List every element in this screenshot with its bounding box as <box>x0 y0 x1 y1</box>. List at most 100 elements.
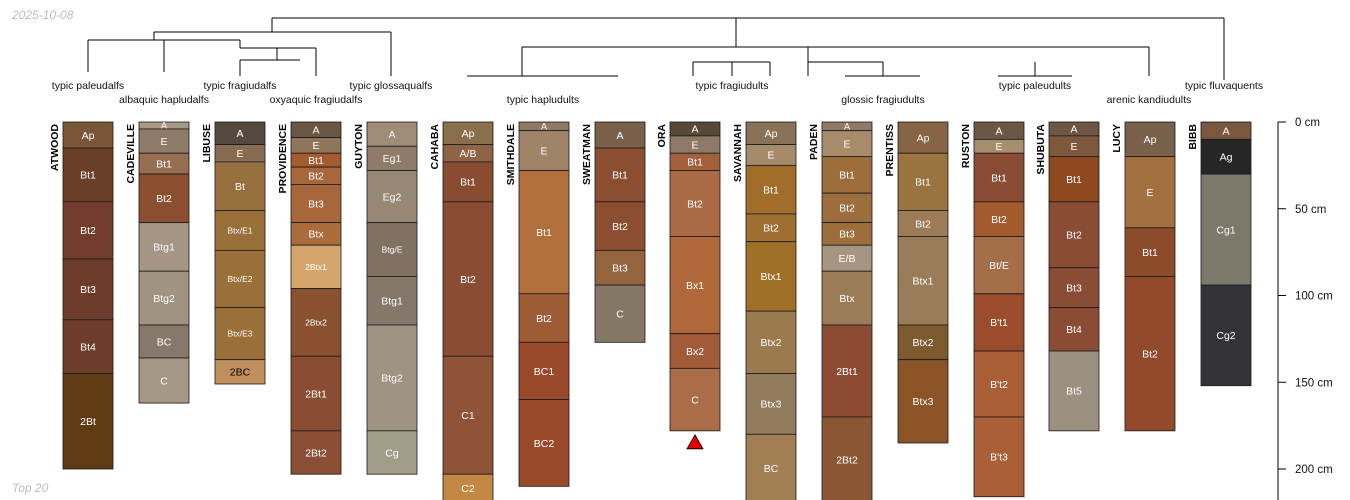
horizon-shubuta-6 <box>1048 350 1100 432</box>
horizon-sweatman-4 <box>594 284 646 343</box>
horizon-label: Eg2 <box>383 191 402 203</box>
horizon-label: Bt1 <box>536 227 552 239</box>
horizon-cahaba-5 <box>442 473 494 500</box>
taxon-label: albaquic hapludalfs <box>119 94 209 106</box>
horizon-label: Ag <box>1220 151 1233 163</box>
horizon-atwood-5 <box>62 373 114 470</box>
horizon-libuse-5 <box>214 307 266 361</box>
horizon-label: Bx1 <box>686 280 704 292</box>
axis-tick-label: 0 cm <box>1295 117 1320 129</box>
horizon-smithdale-5 <box>518 399 570 487</box>
horizon-savannah-5 <box>745 310 797 374</box>
profile-name: ATWOOD <box>49 124 61 171</box>
horizon-label: A <box>1222 125 1229 137</box>
profile-name: SHUBUTA <box>1035 124 1047 175</box>
profile-name: LUCY <box>1111 124 1123 153</box>
horizon-paden-6 <box>821 270 873 326</box>
profile-name: CADEVILLE <box>125 124 137 184</box>
horizon-label: Bt1 <box>460 177 476 189</box>
profile-name: SAVANNAH <box>732 124 744 182</box>
horizon-label: Bt1 <box>156 158 172 170</box>
horizon-label: Bt1 <box>763 184 779 196</box>
horizon-label: Bt5 <box>1066 386 1082 398</box>
profile-guyton: A Eg1 Eg2 Btg/E Btg1 Btg2 Cg GUYTON <box>353 121 418 475</box>
horizon-label: C1 <box>461 410 475 422</box>
profile-name: BIBB <box>1187 124 1199 150</box>
horizon-cadeville-1 <box>138 128 190 154</box>
horizon-paden-7 <box>821 324 873 418</box>
horizon-sweatman-3 <box>594 249 646 286</box>
profile-name: RUSTON <box>960 124 972 168</box>
taxon-label: typic glossaqualfs <box>350 80 433 92</box>
horizon-label: A <box>236 128 243 140</box>
horizon-libuse-6 <box>214 359 266 385</box>
horizon-prentiss-3 <box>897 236 949 326</box>
horizon-sweatman-0 <box>594 121 646 149</box>
horizon-label: Btx/E3 <box>227 329 252 339</box>
profile-name: PROVIDENCE <box>277 124 289 193</box>
profile-savannah: Ap E Bt1 Bt2 Btx1 Btx2 Btx3 BC SAVANNAH <box>732 121 797 500</box>
profile-ruston: AE Bt1 Bt2 Bt/E B't1 B't2 B't3 RUSTON <box>960 121 1025 498</box>
profile-bibb: A Ag Cg1 Cg2 BIBB <box>1187 121 1252 387</box>
profile-cadeville: AE Bt1 Bt2 Btg1 Btg2 BC C CADEVILLE <box>125 121 190 404</box>
horizon-label: Eg1 <box>383 153 402 165</box>
horizon-label: Bt1 <box>839 170 855 182</box>
horizon-label: Ap <box>917 132 930 144</box>
profile-name: SWEATMAN <box>581 124 593 185</box>
taxon-label: typic hapludults <box>507 94 579 106</box>
horizon-ruston-5 <box>973 293 1025 352</box>
profile-ora: AE Bt1 Bt2 Bx1 Bx2 C ORA <box>656 121 721 450</box>
horizon-ora-4 <box>669 236 721 335</box>
taxon-label: oxyaquic fragiudalfs <box>270 94 363 106</box>
horizon-label: Bt2 <box>1142 348 1158 360</box>
horizon-label: Btg1 <box>153 242 175 254</box>
horizon-ora-3 <box>669 170 721 237</box>
horizon-label: 2Btx1 <box>305 262 327 272</box>
horizon-label: Bt2 <box>612 221 628 233</box>
horizon-shubuta-5 <box>1048 307 1100 352</box>
horizon-label: A <box>691 124 698 136</box>
profile-paden: AE Bt1 Bt2 Bt3 E/B Btx 2Bt1 2Bt2 PADEN <box>808 122 873 500</box>
horizon-label: Bt2 <box>991 214 1007 226</box>
horizon-label: Btx3 <box>912 396 933 408</box>
horizon-label: E <box>160 136 167 148</box>
horizon-smithdale-2 <box>518 170 570 295</box>
horizon-lucy-2 <box>1124 227 1176 277</box>
horizon-savannah-3 <box>745 213 797 243</box>
horizon-label: Bt2 <box>80 225 96 237</box>
profile-libuse: AE Bt Btx/E1 Btx/E2 Btx/E3 2BC LIBUSE <box>201 121 266 385</box>
horizon-label: Btx/E1 <box>227 225 252 235</box>
horizon-bibb-3 <box>1200 284 1252 387</box>
horizon-label: Bt1 <box>915 177 931 189</box>
horizon-libuse-2 <box>214 161 266 211</box>
horizon-label: Btx <box>839 293 855 305</box>
taxa-labels: typic paleudalfs albaquic hapludalfs typic… <box>52 80 1263 106</box>
horizon-bibb-2 <box>1200 173 1252 286</box>
profile-shubuta: AE Bt1 Bt2 Bt3 Bt4 Bt5 SHUBUTA <box>1035 121 1100 432</box>
horizon-ora-5 <box>669 333 721 369</box>
horizon-label: Bt4 <box>80 341 96 353</box>
horizon-savannah-7 <box>745 433 797 500</box>
horizon-label: A <box>388 129 395 141</box>
horizon-sweatman-2 <box>594 201 646 251</box>
horizon-label: 2Bt <box>80 416 96 428</box>
profile-atwood: Ap Bt1 Bt2 Bt3 Bt4 2Bt ATWOOD <box>49 121 114 470</box>
horizon-label: 2Bt1 <box>836 366 858 378</box>
horizon-label: Btg2 <box>381 373 403 385</box>
horizon-label: Btx3 <box>760 399 781 411</box>
horizon-label: Bt3 <box>1066 282 1082 294</box>
horizon-guyton-4 <box>366 276 418 326</box>
horizon-label: Ap <box>82 130 95 142</box>
horizon-label: Bt1 <box>687 157 703 169</box>
horizon-lucy-0 <box>1124 121 1176 158</box>
horizon-label: Bt2 <box>839 203 855 215</box>
horizon-cadeville-4 <box>138 222 190 272</box>
horizon-label: Bt/E <box>989 260 1009 272</box>
horizon-label: E <box>843 138 850 150</box>
horizon-label: Bt3 <box>308 198 324 210</box>
horizon-guyton-5 <box>366 324 418 432</box>
axis-tick-label: 150 cm <box>1295 377 1333 389</box>
horizon-providence-9 <box>290 430 342 475</box>
horizon-prentiss-4 <box>897 324 949 361</box>
